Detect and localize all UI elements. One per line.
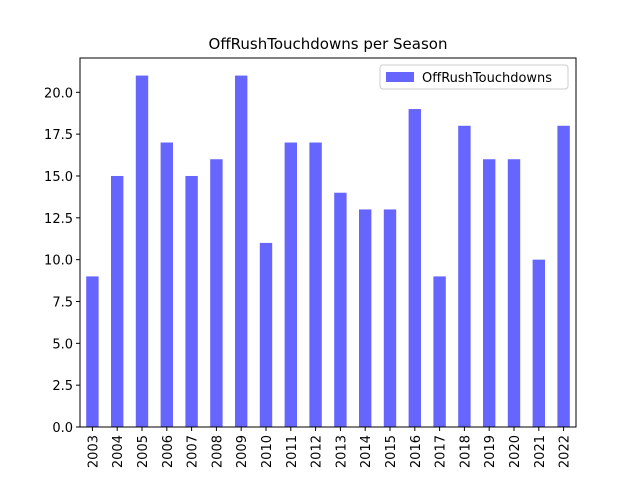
x-tick-label: 2004 [111,435,126,468]
bar [334,192,347,427]
legend-swatch [386,72,414,82]
x-tick-label: 2010 [260,435,275,468]
x-tick-label: 2008 [210,435,225,468]
bar [557,125,570,427]
bar [458,125,471,427]
bar [433,276,446,427]
x-tick-label: 2019 [483,435,498,468]
x-tick-label: 2018 [458,435,473,468]
bar [383,209,397,427]
bar [483,159,496,427]
legend-label: OffRushTouchdowns [422,71,552,86]
x-tick-label: 2020 [508,435,523,468]
plot-frame [79,57,577,428]
y-tick-label: 15.0 [44,170,73,185]
x-tick-label: 2017 [434,435,449,468]
x-tick-label: 2015 [384,435,399,468]
x-tick-label: 2007 [186,435,201,468]
y-tick-label: 17.5 [44,128,73,143]
y-tick-label: 12.5 [44,212,73,227]
bar [210,159,223,427]
x-tick-label: 2016 [409,435,424,468]
x-tick-label: 2021 [533,435,548,468]
x-tick-label: 2011 [285,435,300,468]
y-tick-label: 7.5 [52,295,73,310]
bar [135,75,149,428]
y-tick-label: 20.0 [44,86,73,101]
bar [507,159,521,427]
x-tick-label: 2006 [161,435,176,468]
bar [259,242,273,427]
bar [408,109,421,427]
x-tick-label: 2014 [359,435,374,468]
bar [111,175,124,427]
x-tick-label: 2012 [310,435,325,468]
chart-title: OffRushTouchdowns per Season [209,35,448,53]
bar [235,75,248,428]
bar [532,259,545,427]
x-tick-label: 2022 [558,435,573,468]
bar [160,142,173,428]
y-tick-label: 10.0 [44,254,73,269]
bar [309,142,322,428]
x-tick-label: 2013 [334,435,349,468]
y-tick-label: 5.0 [52,337,73,352]
bar [284,142,297,428]
bar [359,209,372,427]
legend-box [379,64,569,90]
x-tick-label: 2009 [235,435,250,468]
x-tick-label: 2003 [86,435,101,468]
bar [185,175,198,427]
x-tick-label: 2005 [136,435,151,468]
bar [86,276,99,427]
y-tick-label: 2.5 [52,379,73,394]
y-tick-label: 0.0 [52,421,73,436]
